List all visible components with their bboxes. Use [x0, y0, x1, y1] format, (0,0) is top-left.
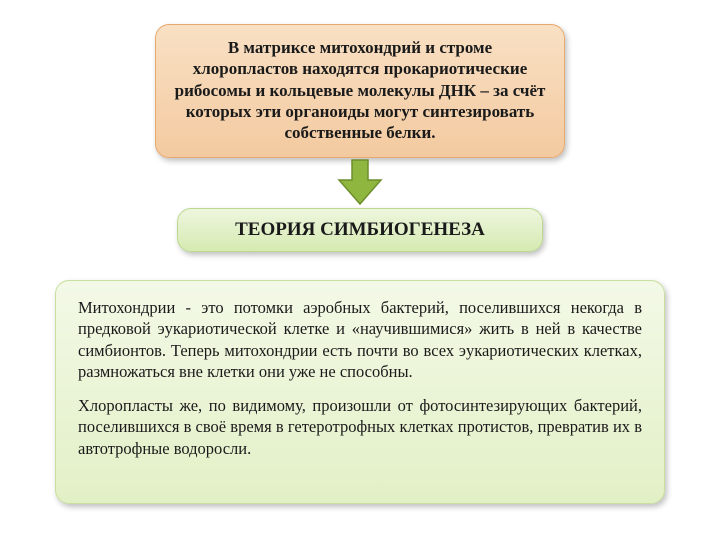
body-paragraph-1: Митохондрии - это потомки аэробных бакте… [78, 297, 642, 383]
body-paragraph-2: Хлоропласты же, по видимому, произошли о… [78, 395, 642, 459]
theory-title-box: ТЕОРИЯ СИМБИОГЕНЕЗА [177, 208, 543, 252]
theory-title: ТЕОРИЯ СИМБИОГЕНЕЗА [235, 219, 485, 240]
intro-box: В матриксе митохондрий и строме хлоропла… [155, 24, 565, 158]
arrow-down-icon [335, 158, 385, 206]
slide: В матриксе митохондрий и строме хлоропла… [0, 0, 720, 540]
theory-body-box: Митохондрии - это потомки аэробных бакте… [55, 280, 665, 504]
intro-text: В матриксе митохондрий и строме хлоропла… [175, 38, 546, 142]
